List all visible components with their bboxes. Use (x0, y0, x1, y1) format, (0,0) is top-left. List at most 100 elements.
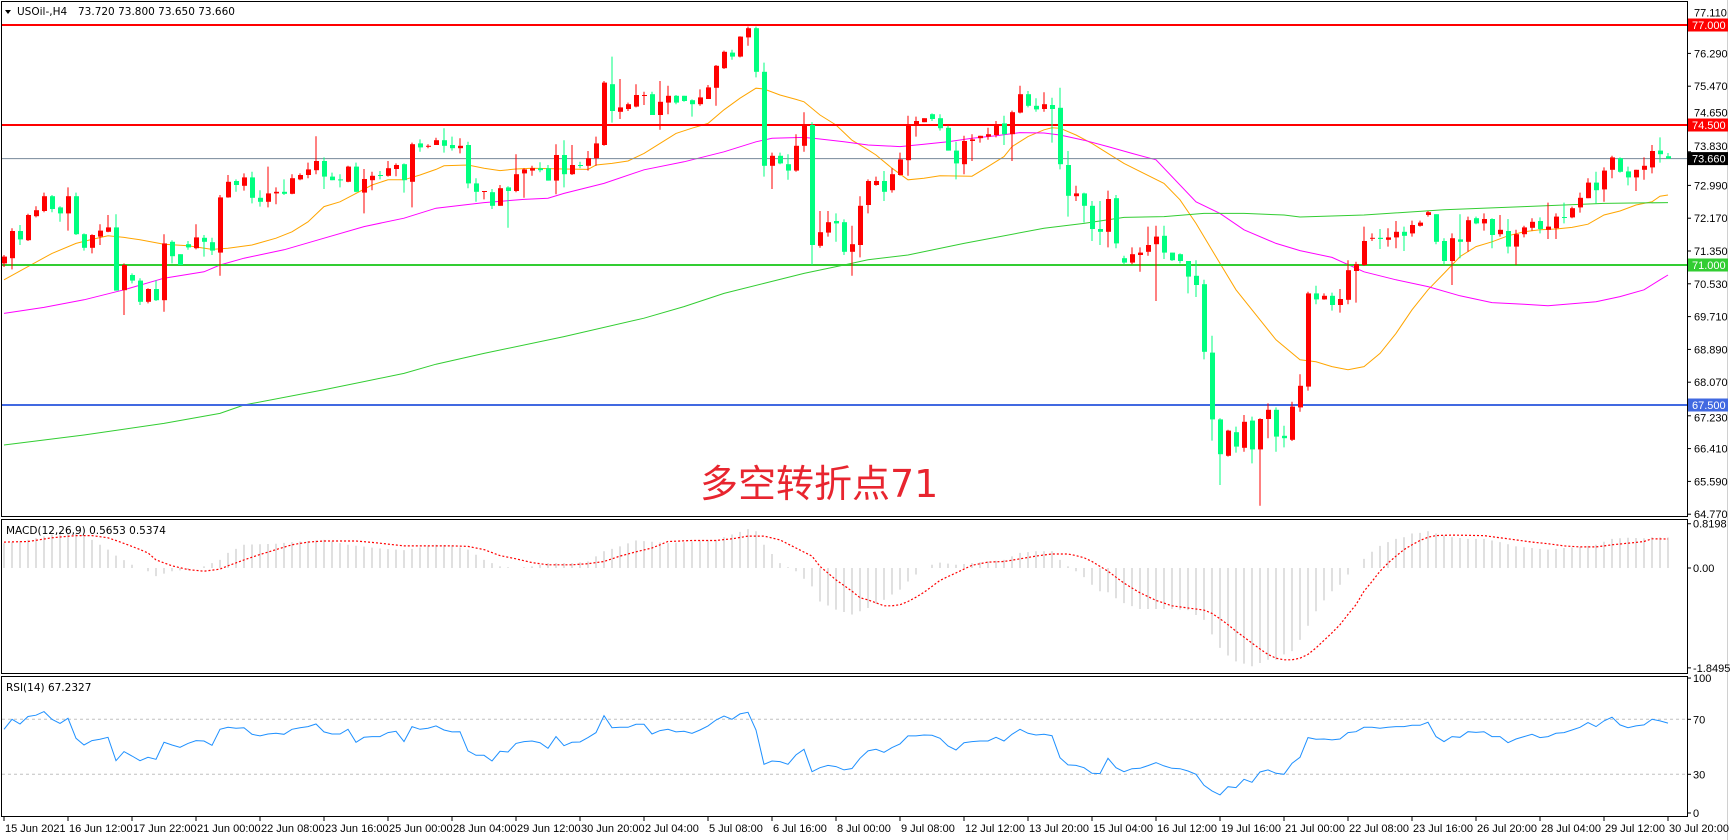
level-price-label: 71.000 (1692, 260, 1726, 272)
candle-body (1610, 157, 1615, 170)
candle-body (282, 191, 287, 194)
candle-body (922, 118, 927, 123)
dropdown-triangle-icon[interactable] (5, 10, 11, 14)
candle (898, 152, 903, 176)
candle (930, 113, 935, 121)
candle-body (1290, 406, 1295, 440)
candle (1130, 247, 1135, 265)
candle-body (978, 135, 983, 139)
candle-body (1330, 295, 1335, 305)
time-tick-label: 16 Jul 12:00 (1157, 823, 1217, 835)
candle-body (714, 65, 719, 88)
price-tick-label: 75.470 (1694, 81, 1728, 93)
candle-body (1210, 352, 1215, 420)
candle (714, 65, 719, 106)
candle-body (562, 155, 567, 175)
time-tick-label: 15 Jun 2021 (5, 823, 66, 835)
level-price-tag (1688, 398, 1728, 412)
candle-body (1314, 293, 1319, 300)
candle-body (666, 95, 671, 103)
time-tick-label: 30 Jul 20:00 (1669, 823, 1729, 835)
candle-body (1370, 237, 1375, 239)
candle-body (1586, 182, 1591, 199)
candle (42, 192, 47, 213)
main-price-pane[interactable]: 77.110 76.290 75.470 74.650 73.830 72.990 72.1… (1, 1, 1729, 522)
candle (514, 154, 519, 193)
candle (1626, 166, 1631, 186)
main-plot-area[interactable] (2, 24, 1687, 506)
candle (386, 161, 391, 177)
candle-body (314, 161, 319, 171)
time-tick-label: 30 Jun 20:00 (581, 823, 645, 835)
level-price-label: 73.660 (1692, 154, 1726, 166)
candle-body (954, 150, 959, 164)
candle-body (322, 161, 327, 177)
candle (202, 235, 207, 257)
candle (210, 237, 215, 255)
candle-body (642, 95, 647, 96)
candle (1178, 253, 1183, 264)
candle-body (530, 168, 535, 171)
candle (850, 225, 855, 276)
candle (194, 224, 199, 250)
candle-body (1410, 225, 1415, 234)
candle-body (898, 159, 903, 175)
candle-body (1274, 409, 1279, 437)
time-tick-label: 25 Jun 00:00 (389, 823, 453, 835)
macd-tick-label: -1.8495 (1693, 663, 1730, 675)
time-tick-label: 26 Jul 20:00 (1477, 823, 1537, 835)
candle-body (1178, 254, 1183, 261)
candle (962, 135, 967, 175)
candle-body (1362, 241, 1367, 265)
candle-body (1162, 235, 1167, 253)
candle-body (1386, 237, 1391, 240)
moving-average-line (3, 202, 1669, 446)
candle (154, 280, 159, 301)
candle (1346, 260, 1351, 305)
candle-body (218, 197, 223, 253)
candle-body (1490, 219, 1495, 235)
candle-body (1394, 231, 1399, 238)
candle-body (946, 127, 951, 151)
candle (1594, 171, 1599, 204)
candle (794, 134, 799, 172)
candle-body (770, 155, 775, 166)
candle (538, 162, 543, 173)
candle (754, 26, 759, 78)
candle (474, 178, 479, 202)
macd-axis: 0.8198 0.00 -1.8495 (1687, 519, 1730, 675)
price-tick-label: 77.110 (1694, 8, 1727, 20)
candle (1042, 92, 1047, 112)
rsi-tick-label: 30 (1693, 769, 1705, 781)
rsi-pane[interactable]: 100 70 30 0 RSI(14) 67.2327 (1, 673, 1712, 820)
candle-body (538, 168, 543, 171)
candle-body (938, 118, 943, 129)
macd-pane[interactable]: 0.8198 0.00 -1.8495 MACD(12,26,9) 0.5653 0… (1, 519, 1730, 675)
candle (1370, 233, 1375, 241)
candle (586, 151, 591, 171)
candle-body (850, 244, 855, 252)
candle (242, 173, 247, 191)
candle-body (1218, 419, 1223, 455)
candle-body (554, 155, 559, 181)
level-price-tag (1688, 152, 1728, 166)
candle (482, 191, 487, 200)
candle-body (1642, 165, 1647, 170)
rsi-pane-frame (1, 676, 1688, 817)
candle-body (194, 237, 199, 249)
candle (1546, 202, 1551, 239)
candle (666, 85, 671, 115)
candle (1194, 260, 1199, 297)
candle-body (610, 84, 615, 111)
candle-body (1466, 220, 1471, 242)
candle-body (754, 28, 759, 72)
macd-tick-label: 0.8198 (1693, 519, 1727, 531)
candle (418, 139, 423, 152)
candle (1138, 247, 1143, 272)
candle (394, 163, 399, 177)
candle (994, 121, 999, 138)
candle-body (98, 230, 103, 237)
candle (1482, 213, 1487, 231)
candle-body (146, 289, 151, 302)
